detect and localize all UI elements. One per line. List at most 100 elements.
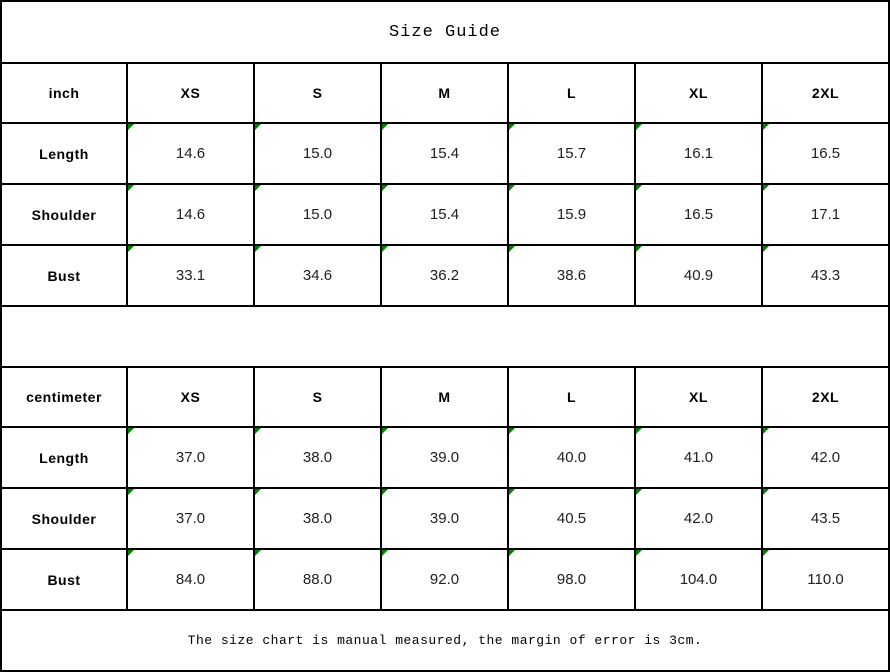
cell-flag-icon bbox=[383, 186, 388, 191]
size-header-s: S bbox=[253, 62, 382, 124]
size-value-cell: 37.0 bbox=[126, 487, 255, 550]
size-value-cell: 88.0 bbox=[253, 548, 382, 611]
size-value: 88.0 bbox=[302, 571, 333, 588]
row-label-length: Length bbox=[0, 122, 128, 185]
cell-flag-icon bbox=[256, 429, 261, 434]
cell-flag-icon bbox=[764, 429, 769, 434]
size-value-cell: 42.0 bbox=[761, 426, 890, 489]
cell-flag-icon bbox=[637, 490, 642, 495]
size-value: 43.3 bbox=[810, 267, 841, 284]
cell-flag-icon bbox=[383, 247, 388, 252]
table-row: Bust 33.1 34.6 36.2 38.6 40.9 43.3 bbox=[0, 244, 890, 307]
size-value: 104.0 bbox=[679, 571, 718, 588]
cell-flag-icon bbox=[256, 247, 261, 252]
size-value-cell: 36.2 bbox=[380, 244, 509, 307]
cell-flag-icon bbox=[383, 429, 388, 434]
size-value: 40.0 bbox=[556, 449, 587, 466]
cell-flag-icon bbox=[383, 490, 388, 495]
unit-header-inch: inch bbox=[0, 62, 128, 124]
cell-flag-icon bbox=[637, 429, 642, 434]
unit-header-centimeter: centimeter bbox=[0, 366, 128, 428]
row-label-shoulder: Shoulder bbox=[0, 183, 128, 246]
cell-flag-icon bbox=[510, 247, 515, 252]
size-value: 42.0 bbox=[683, 510, 714, 527]
cell-flag-icon bbox=[637, 247, 642, 252]
row-label-bust: Bust bbox=[0, 244, 128, 307]
size-value: 16.5 bbox=[810, 145, 841, 162]
size-value: 38.0 bbox=[302, 510, 333, 527]
size-value: 33.1 bbox=[175, 267, 206, 284]
size-value-cell: 42.0 bbox=[634, 487, 763, 550]
size-value: 38.6 bbox=[556, 267, 587, 284]
size-value-cell: 15.0 bbox=[253, 183, 382, 246]
footer-row: The size chart is manual measured, the m… bbox=[0, 609, 890, 672]
size-value-cell: 14.6 bbox=[126, 183, 255, 246]
size-value: 34.6 bbox=[302, 267, 333, 284]
size-value: 92.0 bbox=[429, 571, 460, 588]
cell-flag-icon bbox=[637, 551, 642, 556]
size-value-cell: 39.0 bbox=[380, 426, 509, 489]
size-value-cell: 15.0 bbox=[253, 122, 382, 185]
table-row: Length 37.0 38.0 39.0 40.0 41.0 42.0 bbox=[0, 426, 890, 489]
footer-note: The size chart is manual measured, the m… bbox=[0, 609, 890, 672]
size-header-xs: XS bbox=[126, 62, 255, 124]
cell-flag-icon bbox=[129, 247, 134, 252]
size-value-cell: 40.0 bbox=[507, 426, 636, 489]
cell-flag-icon bbox=[383, 551, 388, 556]
size-value: 17.1 bbox=[810, 206, 841, 223]
size-value: 40.5 bbox=[556, 510, 587, 527]
size-value-cell: 16.5 bbox=[761, 122, 890, 185]
size-header-xl: XL bbox=[634, 62, 763, 124]
table-row: Bust 84.0 88.0 92.0 98.0 104.0 110.0 bbox=[0, 548, 890, 611]
cell-flag-icon bbox=[637, 186, 642, 191]
size-value: 84.0 bbox=[175, 571, 206, 588]
size-value: 39.0 bbox=[429, 510, 460, 527]
cell-flag-icon bbox=[256, 125, 261, 130]
size-value: 41.0 bbox=[683, 449, 714, 466]
size-value: 15.7 bbox=[556, 145, 587, 162]
size-value: 15.4 bbox=[429, 145, 460, 162]
cell-flag-icon bbox=[510, 186, 515, 191]
table-row: Length 14.6 15.0 15.4 15.7 16.1 16.5 bbox=[0, 122, 890, 185]
inch-header-row: inch XS S M L XL 2XL bbox=[0, 62, 890, 124]
cell-flag-icon bbox=[129, 429, 134, 434]
size-value-cell: 110.0 bbox=[761, 548, 890, 611]
size-value-cell: 41.0 bbox=[634, 426, 763, 489]
size-header-s: S bbox=[253, 366, 382, 428]
size-value: 15.4 bbox=[429, 206, 460, 223]
size-value: 15.9 bbox=[556, 206, 587, 223]
size-value: 42.0 bbox=[810, 449, 841, 466]
size-value: 14.6 bbox=[175, 206, 206, 223]
cell-flag-icon bbox=[764, 186, 769, 191]
row-label-bust: Bust bbox=[0, 548, 128, 611]
size-value-cell: 15.4 bbox=[380, 183, 509, 246]
size-header-xl: XL bbox=[634, 366, 763, 428]
size-value: 15.0 bbox=[302, 206, 333, 223]
size-header-2xl: 2XL bbox=[761, 62, 890, 124]
size-header-l: L bbox=[507, 62, 636, 124]
size-value-cell: 14.6 bbox=[126, 122, 255, 185]
size-value-cell: 15.4 bbox=[380, 122, 509, 185]
size-value-cell: 38.0 bbox=[253, 426, 382, 489]
size-value: 14.6 bbox=[175, 145, 206, 162]
cell-flag-icon bbox=[764, 490, 769, 495]
size-value: 16.1 bbox=[683, 145, 714, 162]
size-value: 37.0 bbox=[175, 449, 206, 466]
size-value: 37.0 bbox=[175, 510, 206, 527]
size-value-cell: 40.9 bbox=[634, 244, 763, 307]
cell-flag-icon bbox=[129, 125, 134, 130]
size-value-cell: 39.0 bbox=[380, 487, 509, 550]
page-title: Size Guide bbox=[0, 0, 890, 64]
row-label-shoulder: Shoulder bbox=[0, 487, 128, 550]
size-value-cell: 40.5 bbox=[507, 487, 636, 550]
table-row: Shoulder 37.0 38.0 39.0 40.5 42.0 43.5 bbox=[0, 487, 890, 550]
size-header-2xl: 2XL bbox=[761, 366, 890, 428]
size-header-m: M bbox=[380, 62, 509, 124]
spacer-cell bbox=[0, 305, 890, 368]
size-value: 43.5 bbox=[810, 510, 841, 527]
cell-flag-icon bbox=[637, 125, 642, 130]
size-value-cell: 38.0 bbox=[253, 487, 382, 550]
size-value-cell: 84.0 bbox=[126, 548, 255, 611]
